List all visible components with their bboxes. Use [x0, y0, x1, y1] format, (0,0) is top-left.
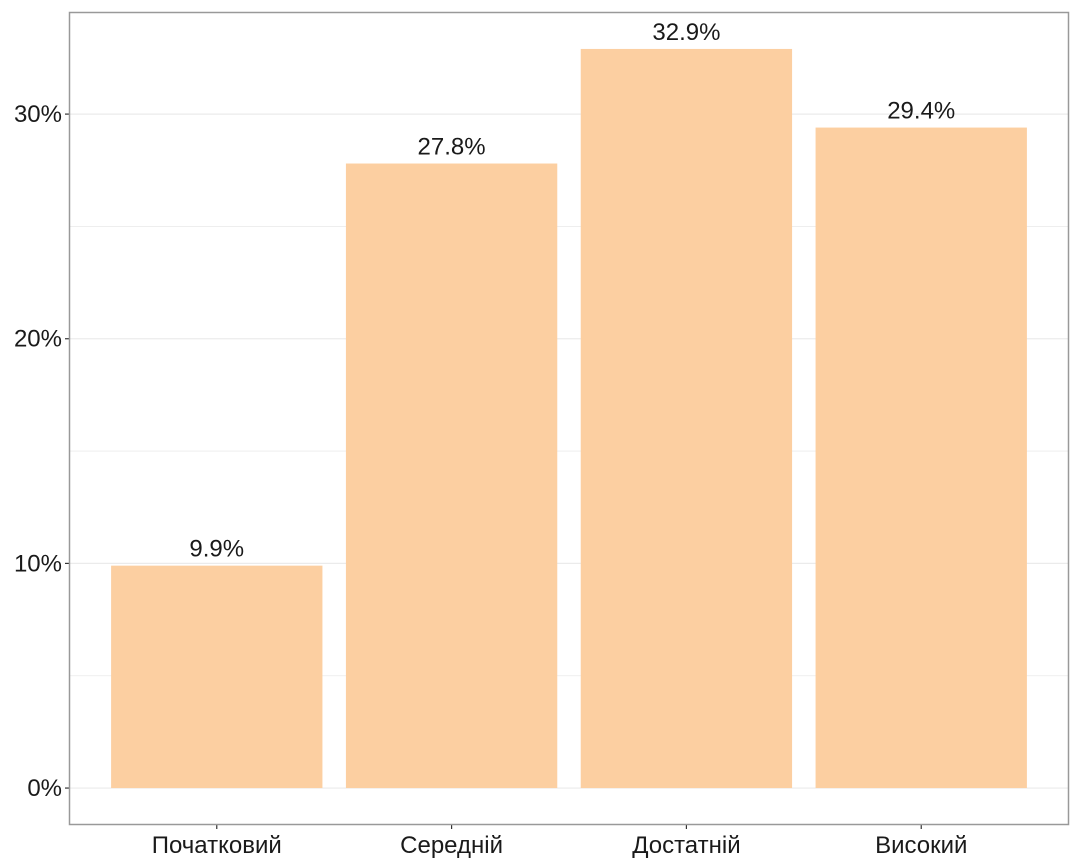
data-label: 9.9%	[189, 536, 244, 563]
y-tick-label: 10%	[14, 550, 62, 577]
data-label: 29.4%	[887, 98, 955, 125]
y-tick-label: 20%	[14, 326, 62, 353]
data-label: 32.9%	[652, 19, 720, 46]
y-tick-label: 30%	[14, 101, 62, 128]
x-category-label: Початковий	[152, 832, 282, 859]
bar	[111, 565, 323, 789]
bar	[345, 163, 558, 789]
data-label: 27.8%	[418, 134, 486, 161]
x-category-label: Достатній	[632, 832, 740, 859]
y-tick-label: 0%	[27, 775, 62, 802]
bar	[580, 48, 793, 789]
panel-border	[68, 11, 1070, 826]
bar	[815, 127, 1027, 789]
x-category-label: Середній	[400, 832, 503, 859]
labels-layer: 0% 10% 20% 30% 9.9% Початковий 27.8% Середній 32…	[14, 19, 967, 859]
bars-layer	[111, 48, 1027, 789]
x-category-label: Високий	[875, 832, 967, 859]
